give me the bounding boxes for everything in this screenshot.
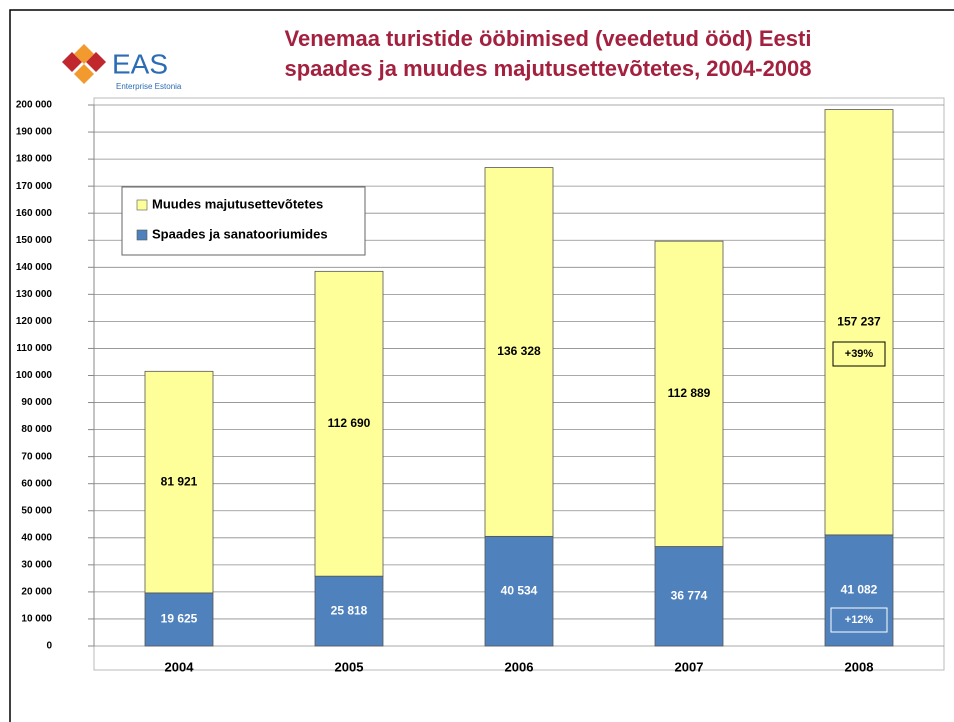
- chart-title: spaades ja muudes majutusettevõtetes, 20…: [284, 56, 811, 81]
- bar-segment: [144, 370, 214, 594]
- value-label: 36 774: [671, 588, 708, 602]
- logo-shape: [74, 64, 94, 84]
- y-tick-label: 170 000: [16, 181, 53, 192]
- y-tick-label: 130 000: [16, 289, 53, 300]
- logo-subtitle: Enterprise Estonia: [116, 82, 182, 91]
- y-tick-label: 50 000: [21, 505, 52, 516]
- logo-shape: [74, 44, 94, 64]
- value-label: 112 690: [328, 416, 371, 430]
- y-tick-label: 110 000: [16, 343, 52, 354]
- logo: EAS Enterprise Estonia: [62, 44, 182, 91]
- y-tick-label: 80 000: [21, 424, 52, 435]
- bar-segment: [484, 167, 554, 537]
- x-tick-label: 2008: [845, 659, 874, 674]
- y-tick-label: 150 000: [16, 235, 53, 246]
- bar-segment: [654, 546, 724, 647]
- y-tick-label: 160 000: [16, 208, 53, 219]
- y-tick-label: 100 000: [16, 370, 53, 381]
- x-tick-label: 2006: [505, 659, 534, 674]
- value-label: 157 237: [837, 314, 881, 328]
- y-tick-label: 20 000: [21, 587, 52, 598]
- x-tick-label: 2004: [165, 659, 195, 674]
- y-tick-label: 70 000: [21, 451, 52, 462]
- y-tick-label: 190 000: [16, 127, 53, 138]
- legend-label: Muudes majutusettevõtetes: [152, 196, 323, 211]
- legend-swatch: [136, 229, 148, 241]
- chart-title: Venemaa turistide ööbimised (veedetud öö…: [285, 26, 812, 51]
- bar-segment: [484, 535, 554, 647]
- annotation-box: [830, 607, 888, 633]
- bar-segment: [824, 534, 894, 647]
- y-tick-label: 10 000: [21, 614, 52, 625]
- y-tick-label: 120 000: [16, 316, 53, 327]
- bar-segment: [654, 240, 724, 547]
- annotation: +39%: [845, 348, 874, 360]
- y-tick-label: 30 000: [21, 559, 52, 570]
- value-label: 19 625: [161, 612, 198, 626]
- value-label: 25 818: [331, 603, 368, 617]
- bar-segment: [824, 109, 894, 536]
- annotation-box: [832, 341, 886, 367]
- bar-segment: [314, 270, 384, 577]
- x-tick-label: 2007: [675, 659, 704, 674]
- bar-segment: [144, 592, 214, 647]
- y-tick-label: 60 000: [21, 478, 52, 489]
- value-label: 41 082: [841, 583, 878, 597]
- y-tick-label: 40 000: [21, 532, 52, 543]
- y-tick-label: 140 000: [16, 262, 53, 273]
- annotation: +12%: [845, 614, 874, 626]
- value-label: 136 328: [497, 344, 541, 358]
- bar-segment: [314, 575, 384, 647]
- legend-swatch: [136, 199, 148, 211]
- value-label: 40 534: [501, 583, 538, 597]
- y-tick-label: 180 000: [16, 154, 53, 165]
- y-tick-label: 200 000: [16, 100, 53, 111]
- legend-label: Spaades ja sanatooriumides: [152, 226, 328, 241]
- x-tick-label: 2005: [335, 659, 364, 674]
- value-label: 81 921: [161, 474, 198, 488]
- value-label: 112 889: [668, 386, 711, 400]
- logo-name: EAS: [112, 48, 168, 79]
- y-tick-label: 0: [46, 641, 52, 652]
- legend-box: [121, 186, 366, 256]
- y-tick-label: 90 000: [21, 397, 52, 408]
